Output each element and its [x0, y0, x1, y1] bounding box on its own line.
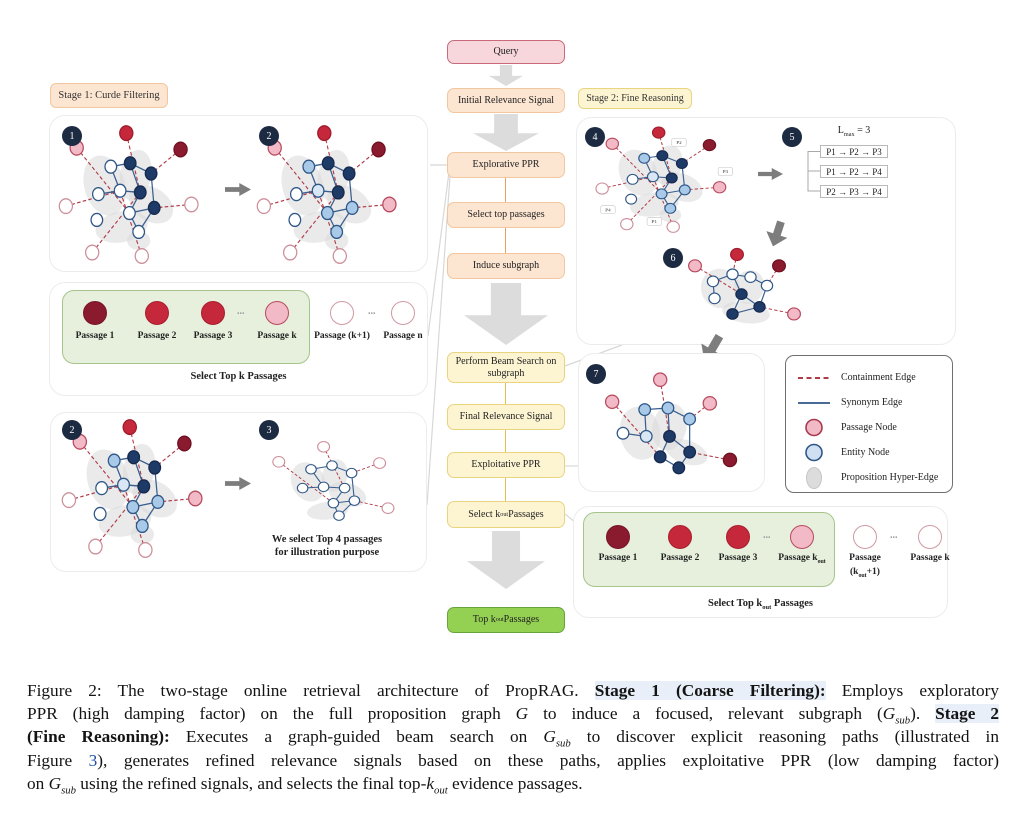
- passage-1-node: [83, 301, 107, 325]
- step-badge-7: 7: [586, 364, 606, 384]
- ellipsis: ...: [368, 306, 376, 317]
- passage-kout-node: [790, 525, 814, 549]
- passage-k1-label: Passage (k+1): [314, 331, 370, 341]
- step-badge-2b: 2: [62, 420, 82, 440]
- passage-2-label: Passage 2: [137, 331, 177, 341]
- flow-connector: [505, 228, 506, 253]
- topk-select-box: [62, 290, 310, 364]
- flow-induce-subgraph: Induce subgraph: [447, 253, 565, 279]
- passage-2-node: [668, 525, 692, 549]
- passage-kout1-node: [853, 525, 877, 549]
- legend-label: Proposition Hyper-Edge: [841, 472, 939, 483]
- legend-row-synonym: Synonym Edge: [796, 390, 952, 415]
- passage-2-label: Passage 2: [660, 553, 700, 563]
- flow-initial-signal: Initial Relevance Signal: [447, 88, 565, 113]
- passage-1-node: [606, 525, 630, 549]
- svg-text:P1: P1: [652, 220, 658, 225]
- passage-k-node: [265, 301, 289, 325]
- flow-connector: [505, 178, 506, 202]
- synonym-edge-icon: [796, 398, 832, 408]
- passage-n-node: [391, 301, 415, 325]
- flow-explorative-ppr: Explorative PPR: [447, 152, 565, 178]
- flow-top-kout: Top k out Passages: [447, 607, 565, 633]
- passage-k1-node: [330, 301, 354, 325]
- step-badge-5: 5: [782, 127, 802, 147]
- passage-kout1-label-line2: (kout+1): [850, 567, 880, 579]
- passage-node-icon: [796, 417, 832, 438]
- flow-connector: [505, 383, 506, 404]
- legend-label: Passage Node: [841, 422, 897, 433]
- passage-3-label: Passage 3: [193, 331, 233, 341]
- graph-6-beam: [668, 246, 818, 338]
- caption-line: (Fine Reasoning): Executes a graph-guide…: [27, 727, 999, 750]
- flow-final-signal: Final Relevance Signal: [447, 404, 565, 430]
- beam-path-3: P2 → P3 → P4: [820, 185, 888, 198]
- legend-row-hyperedge: Proposition Hyper-Edge: [796, 465, 952, 490]
- ellipsis: ...: [237, 306, 245, 317]
- step-badge-2: 2: [259, 126, 279, 146]
- figure-caption: Figure 2: The two-stage online retrieval…: [27, 681, 999, 797]
- ellipsis: ...: [763, 530, 771, 541]
- top4-note: We select Top 4 passages for illustratio…: [271, 534, 383, 559]
- svg-text:P3: P3: [723, 170, 729, 175]
- select-topkout-caption: Select Top kout Passages: [707, 598, 813, 612]
- beam-path-1: P1 → P2 → P3: [820, 145, 888, 158]
- caption-line: on Gsub using the refined signals, and s…: [27, 773, 583, 797]
- paths-bracket: [807, 151, 820, 192]
- passage-k-label: Passage k: [910, 553, 950, 563]
- beam-path-2: P1 → P2 → P4: [820, 165, 888, 178]
- graph-2-repeat: [58, 416, 214, 562]
- stage2-label: Stage 2: Fine Reasoning: [578, 88, 692, 109]
- passage-3-node: [201, 301, 225, 325]
- entity-node-icon: [796, 442, 832, 463]
- passage-k-node: [918, 525, 942, 549]
- containment-edge-icon: [796, 373, 832, 383]
- flow-connector: [505, 430, 506, 452]
- flow-query: Query: [447, 40, 565, 64]
- passage-1-label: Passage 1: [75, 331, 115, 341]
- passage-n-label: Passage n: [383, 331, 423, 341]
- step-badge-3: 3: [259, 420, 279, 440]
- legend-row-entity: Entity Node: [796, 440, 952, 465]
- stage1-label: Stage 1: Curde Filtering: [50, 83, 168, 108]
- flow-connector: [505, 478, 506, 501]
- legend-label: Synonym Edge: [841, 397, 903, 408]
- passage-1-label: Passage 1: [598, 553, 638, 563]
- caption-line: PPR (high damping factor) on the full pr…: [27, 704, 999, 727]
- legend-label: Entity Node: [841, 447, 890, 458]
- legend-row-containment: Containment Edge: [796, 365, 952, 390]
- graph-2-ppr: [253, 122, 408, 268]
- legend-row-passage: Passage Node: [796, 415, 952, 440]
- graph-3-subgraph: [262, 438, 402, 532]
- legend: Containment Edge Synonym Edge Passage No…: [785, 355, 953, 493]
- ellipsis: ...: [890, 530, 898, 541]
- passage-2-node: [145, 301, 169, 325]
- flow-select-kout: Select k out Passages: [447, 501, 565, 528]
- caption-line[interactable]: Figure 3), generates refined relevance s…: [27, 750, 999, 770]
- proposition-hyperedge-icon: [796, 465, 832, 491]
- graph-7-final: [592, 364, 747, 482]
- flow-select-top-passages: Select top passages: [447, 202, 565, 228]
- caption-line: Figure 2: The two-stage online retrieval…: [27, 681, 999, 700]
- svg-text:P2: P2: [676, 141, 682, 146]
- graph-1-full: [55, 122, 210, 268]
- select-topk-caption: Select Top k Passages: [190, 371, 287, 382]
- passage-3-node: [726, 525, 750, 549]
- topkout-select-box: [583, 512, 835, 587]
- flow-exploitative-ppr: Exploitative PPR: [447, 452, 565, 478]
- legend-label: Containment Edge: [841, 372, 916, 383]
- passage-kout-label: Passage kout: [778, 553, 826, 565]
- graph-4-tagged: P2 P3 P4 P1: [592, 124, 737, 236]
- step-badge-1: 1: [62, 126, 82, 146]
- svg-text:P4: P4: [605, 208, 611, 213]
- passage-3-label: Passage 3: [718, 553, 758, 563]
- lmax-label: Lmax = 3: [837, 125, 871, 138]
- passage-k-label: Passage k: [257, 331, 297, 341]
- step-badge-6: 6: [663, 248, 683, 268]
- passage-kout1-label-line1: Passage: [849, 553, 881, 563]
- step-badge-4: 4: [585, 127, 605, 147]
- flow-beam-search: Perform Beam Search on subgraph: [447, 352, 565, 383]
